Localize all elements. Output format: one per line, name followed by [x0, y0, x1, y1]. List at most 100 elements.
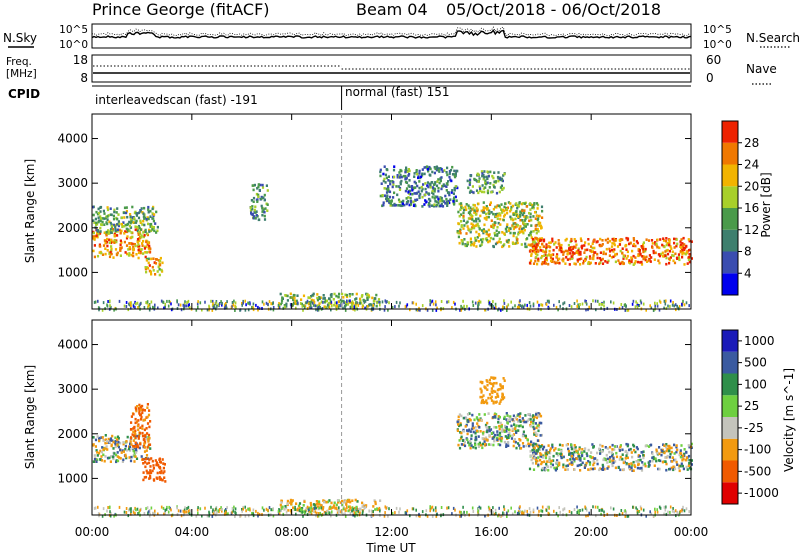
cell	[665, 306, 668, 310]
cell	[147, 257, 150, 261]
cell	[433, 203, 436, 206]
cell	[551, 237, 554, 241]
cell	[252, 308, 255, 312]
cell	[624, 457, 627, 460]
cell	[652, 249, 655, 253]
cell	[211, 299, 214, 303]
cell	[551, 257, 554, 261]
cell	[459, 308, 461, 312]
cell	[158, 457, 161, 461]
cell	[150, 222, 153, 226]
cell	[434, 300, 437, 304]
cell	[336, 499, 340, 502]
cell	[152, 269, 155, 272]
cell	[487, 299, 490, 303]
cell	[370, 509, 373, 513]
cell	[355, 301, 357, 305]
cell	[467, 420, 470, 423]
cell	[512, 440, 516, 443]
cell	[134, 455, 137, 458]
cell	[113, 234, 116, 237]
cell	[637, 459, 640, 462]
region-2	[141, 457, 167, 483]
cell	[577, 249, 580, 252]
cell	[595, 308, 597, 312]
cell	[539, 239, 542, 242]
cell	[446, 506, 448, 510]
cell	[459, 228, 462, 232]
cell	[497, 395, 500, 398]
cell	[535, 411, 538, 415]
cell	[494, 401, 498, 404]
cell	[537, 250, 540, 253]
freq-panel: Freq. [MHz] 18 8 60 0 Nave	[6, 53, 777, 85]
cell	[110, 213, 113, 217]
velocity-swatch	[722, 395, 738, 417]
cell	[111, 434, 114, 438]
cell	[96, 254, 100, 258]
cell	[349, 305, 352, 309]
cell	[654, 457, 657, 461]
cell	[126, 215, 129, 219]
cell	[683, 509, 686, 513]
cell	[371, 296, 374, 300]
cell	[522, 226, 525, 230]
cell	[374, 500, 377, 504]
cell	[328, 499, 331, 502]
cell	[482, 394, 485, 397]
cell	[606, 447, 609, 450]
cell	[427, 169, 430, 173]
cell	[501, 386, 504, 389]
cell	[409, 514, 411, 518]
cell	[532, 456, 535, 460]
cell	[432, 302, 435, 306]
cell	[445, 185, 448, 188]
cell	[570, 249, 573, 252]
cell	[461, 240, 464, 243]
cell	[492, 416, 495, 419]
cell	[239, 308, 241, 312]
cell	[524, 436, 528, 439]
cell	[580, 245, 583, 248]
cell	[583, 259, 587, 262]
cell	[478, 505, 481, 509]
cell	[215, 300, 218, 303]
cell	[342, 507, 345, 511]
cell	[346, 499, 349, 503]
cell	[103, 447, 106, 450]
cell	[115, 453, 118, 457]
cell	[454, 302, 456, 306]
cell	[493, 382, 496, 385]
cell	[247, 301, 249, 305]
cell	[144, 457, 147, 461]
cell	[519, 420, 522, 423]
cell	[426, 165, 429, 168]
cell	[451, 306, 453, 310]
cell	[496, 225, 499, 229]
cell	[103, 239, 106, 242]
cell	[162, 300, 165, 304]
cell	[537, 241, 540, 245]
cell	[602, 465, 605, 469]
cell	[188, 306, 191, 309]
cell	[435, 184, 439, 188]
cell	[630, 466, 633, 470]
cell	[496, 204, 499, 207]
cell	[151, 459, 154, 463]
cell	[128, 242, 131, 245]
cell	[278, 508, 280, 511]
cell	[592, 254, 595, 257]
cell	[562, 259, 565, 263]
cell	[498, 506, 500, 510]
cell	[575, 251, 578, 254]
cell	[478, 227, 481, 230]
cell	[545, 302, 548, 306]
cell	[318, 297, 321, 300]
cell	[329, 299, 332, 303]
cell	[516, 241, 519, 245]
power-swatch	[722, 121, 738, 143]
cell	[333, 292, 336, 296]
cell	[328, 297, 331, 300]
cell	[613, 243, 616, 247]
cell	[562, 302, 564, 306]
